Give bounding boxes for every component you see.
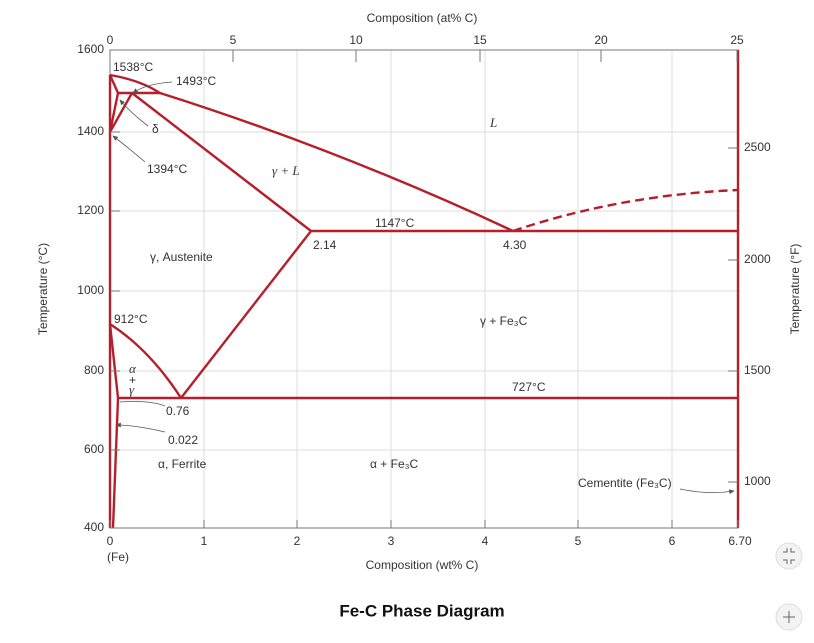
x-tick-label: 3 — [388, 534, 395, 548]
y-tick-label: 1000 — [77, 283, 104, 297]
annotation: α + Fe₃C — [370, 457, 419, 471]
y2-tick-label: 1000 — [744, 474, 771, 488]
annotation: 1493°C — [176, 74, 216, 88]
annotation: 1538°C — [113, 60, 153, 74]
annotation: γ + L — [272, 163, 300, 178]
x-tick-label: 4 — [482, 534, 489, 548]
top-tick-label: 15 — [473, 33, 487, 47]
expand-button[interactable] — [775, 542, 803, 570]
annotation: γ — [129, 382, 135, 397]
x-note: (Fe) — [107, 550, 129, 564]
top-tick-label: 5 — [230, 33, 237, 47]
top-tick-label: 25 — [730, 33, 744, 47]
annotation: 0.76 — [166, 404, 190, 418]
side-buttons[interactable] — [775, 542, 803, 631]
y-tick-label: 600 — [84, 442, 104, 456]
y-tick-label: 1200 — [77, 203, 104, 217]
y-tick-label: 1400 — [77, 124, 104, 138]
x-tick-label: 1 — [201, 534, 208, 548]
y2-tick-label: 2500 — [744, 140, 771, 154]
leader-arrows — [112, 81, 735, 495]
annotation: γ + Fe₃C — [480, 314, 528, 328]
expand-icon — [783, 548, 795, 564]
annotation: α, Ferrite — [158, 457, 207, 471]
top-tick-label: 10 — [349, 33, 363, 47]
annotation: δ — [152, 122, 159, 136]
annotation: 2.14 — [313, 238, 337, 252]
annotation: Cementite (Fe₃C) — [578, 476, 672, 490]
x-tick-label: 0 — [107, 534, 114, 548]
annotation: 1147°C — [375, 216, 415, 230]
annotation: 4.30 — [503, 238, 527, 252]
top-tick-label: 20 — [594, 33, 608, 47]
annotation: 1394°C — [147, 162, 187, 176]
annotation: L — [489, 115, 497, 130]
phase-boundaries — [108, 50, 740, 529]
annotation: γ, Austenite — [150, 250, 213, 264]
x-tick-label: 6.70 — [728, 534, 752, 548]
caption: Fe-C Phase Diagram — [339, 601, 504, 620]
annotation: 912°C — [114, 312, 148, 326]
top-axis-title: Composition (at% C) — [367, 11, 478, 25]
x-axis-title: Composition (wt% C) — [366, 558, 479, 572]
annotation: + — [129, 373, 136, 387]
x-tick-label: 2 — [294, 534, 301, 548]
y2-axis-title: Temperature (°F) — [788, 244, 802, 335]
y-axis-title: Temperature (°C) — [36, 243, 50, 335]
y-tick-label: 400 — [84, 520, 104, 534]
annotation: 0.022 — [168, 433, 198, 447]
annotation: α — [129, 361, 137, 376]
y-tick-label: 1600 — [77, 42, 104, 56]
y2-tick-label: 2000 — [744, 252, 771, 266]
y-tick-label: 800 — [84, 363, 104, 377]
x-tick-label: 6 — [669, 534, 676, 548]
top-tick-label: 0 — [107, 33, 114, 47]
y2-tick-label: 1500 — [744, 363, 771, 377]
x-tick-label: 5 — [575, 534, 582, 548]
annotation: 727°C — [512, 380, 546, 394]
add-icon — [783, 611, 795, 623]
